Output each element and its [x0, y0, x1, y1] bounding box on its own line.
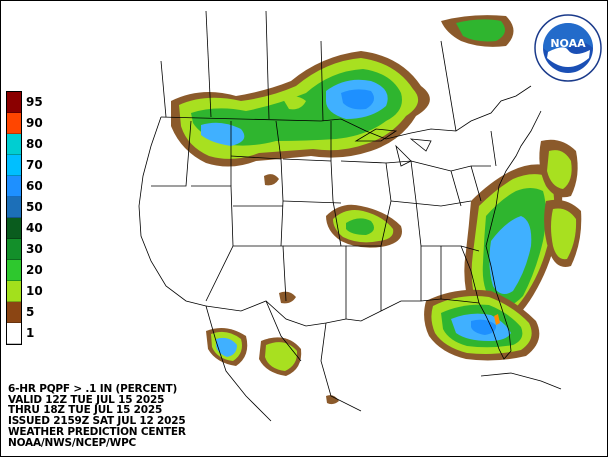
probability-shading	[171, 15, 582, 405]
legend-label-90: 90	[26, 116, 43, 130]
issued-time: ISSUED 2159Z SAT JUL 12 2025	[8, 415, 186, 428]
blob-atl2-green	[551, 208, 577, 260]
legend-swatch-70	[7, 155, 21, 176]
legend-label-80: 80	[26, 137, 43, 151]
legend-label-60: 60	[26, 179, 43, 193]
legend-label-5: 5	[26, 305, 35, 319]
legend-swatch-10	[7, 281, 21, 302]
legend-label-50: 50	[26, 200, 43, 214]
legend-label-1: 1	[26, 326, 35, 340]
boundary-lines	[138, 10, 562, 422]
blob-mid-dg	[346, 218, 375, 235]
noaa-logo: NOAA	[534, 14, 602, 82]
legend: 95 90 80 70 60 50 40 30 20 10 5 1	[6, 91, 43, 345]
blob-mx-blue	[216, 337, 237, 357]
legend-label-10: 10	[26, 284, 43, 298]
legend-swatch-95	[7, 92, 21, 113]
legend-swatch-80	[7, 134, 21, 155]
info-block: 6-HR PQPF > .1 IN (PERCENT) VALID 12Z TU…	[8, 384, 186, 448]
legend-label-40: 40	[26, 221, 43, 235]
legend-swatch-50	[7, 197, 21, 218]
center-name: WEATHER PREDICTION CENTER	[8, 425, 186, 438]
legend-label-20: 20	[26, 263, 43, 277]
blob-mx2-green	[265, 342, 298, 371]
blob-north-blue	[201, 122, 245, 146]
blob-se-blue	[489, 216, 532, 295]
legend-label-30: 30	[26, 242, 43, 256]
legend-swatch-5	[7, 302, 21, 323]
product-title: 6-HR PQPF > .1 IN (PERCENT)	[8, 383, 178, 395]
blob-spot3	[326, 395, 339, 405]
blob-spot4	[283, 96, 306, 110]
logo-text: NOAA	[550, 37, 586, 50]
blob-spot1	[279, 291, 296, 304]
blob-north-blue3	[341, 89, 375, 110]
valid-end: THRU 18Z TUE JUL 15 2025	[8, 404, 163, 417]
legend-swatch-20	[7, 260, 21, 281]
legend-swatch-60	[7, 176, 21, 197]
agency-name: NOAA/NWS/NCEP/WPC	[8, 436, 137, 449]
blob-atl-green	[547, 150, 572, 189]
legend-label-95: 95	[26, 95, 43, 109]
legend-swatch-1	[7, 323, 21, 344]
valid-start: VALID 12Z TUE JUL 15 2025	[8, 393, 165, 406]
legend-label-70: 70	[26, 158, 43, 172]
legend-swatch-40	[7, 218, 21, 239]
blob-spot2	[264, 174, 279, 186]
blob-ne-green	[456, 19, 505, 42]
blob-fl-orange	[494, 314, 500, 325]
legend-swatch-30	[7, 239, 21, 260]
legend-swatch-90	[7, 113, 21, 134]
